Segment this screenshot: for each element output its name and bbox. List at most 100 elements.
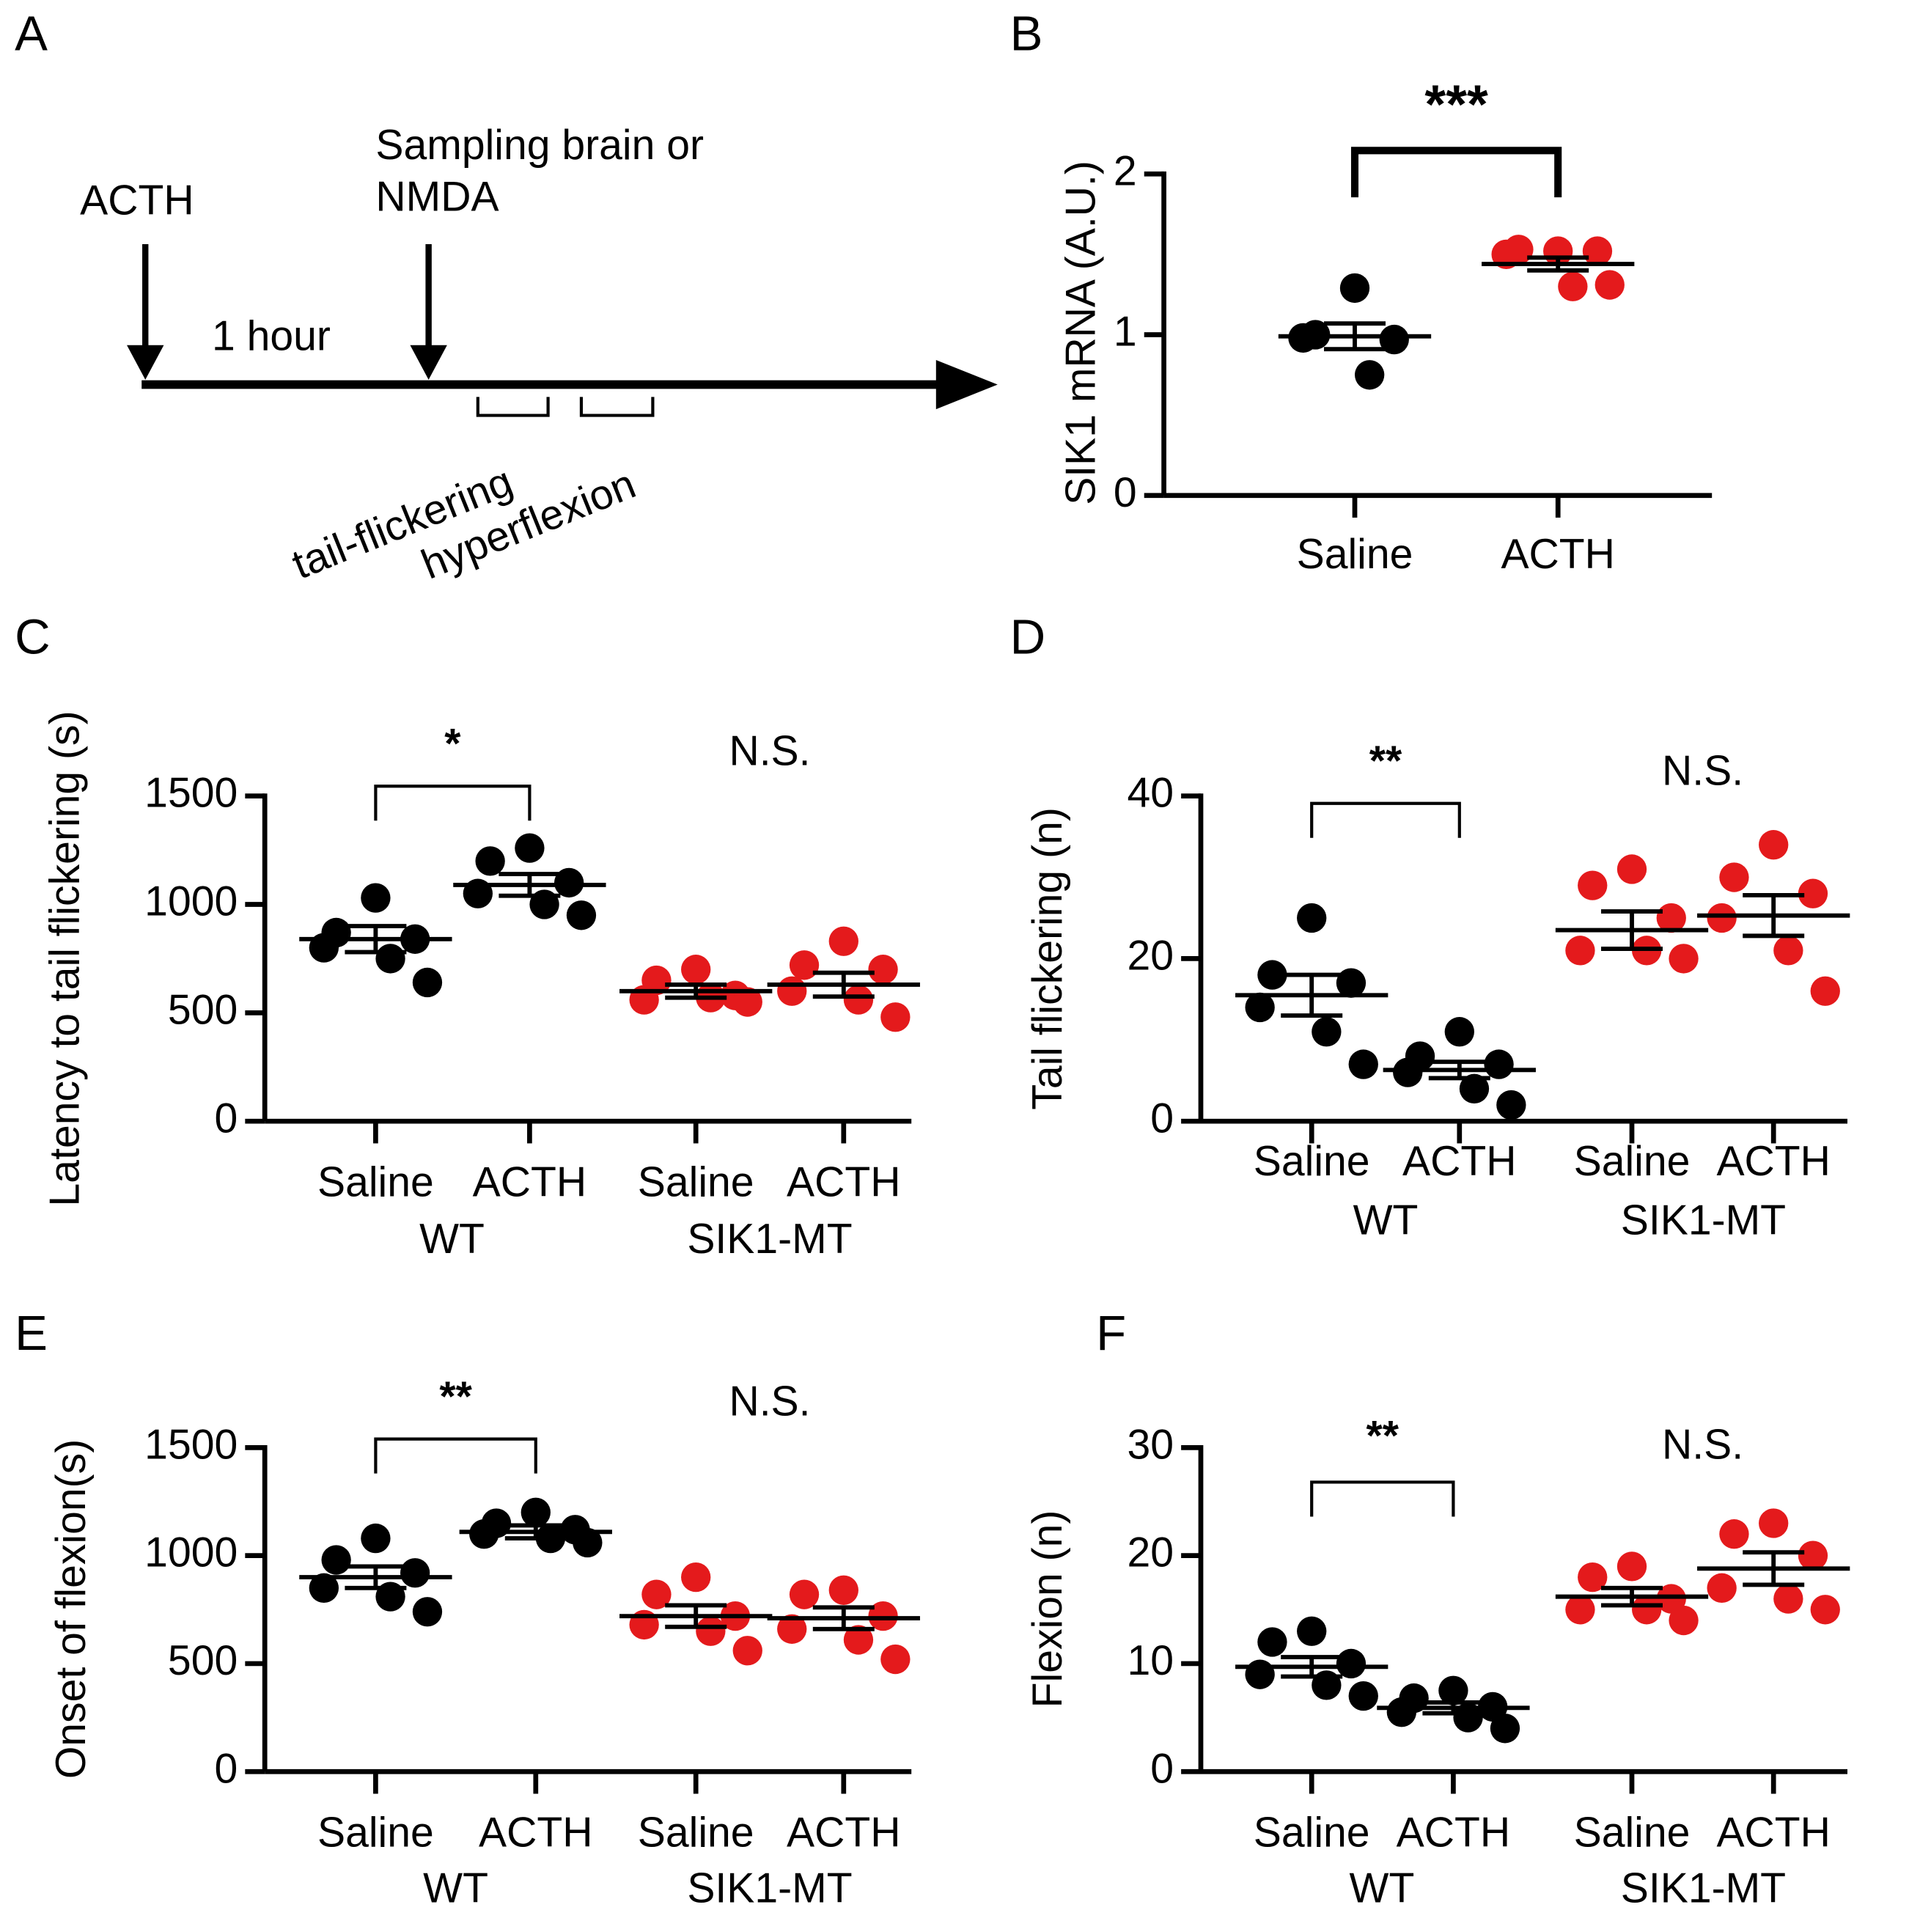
y-tick-label: 30 — [1128, 1421, 1174, 1468]
data-point — [681, 1562, 711, 1593]
error-bar — [812, 1605, 875, 1631]
y-tick-label: 0 — [214, 1745, 238, 1792]
group-label: SIK1-MT — [1621, 1865, 1786, 1911]
data-point — [515, 833, 545, 863]
x-tick-label: Saline — [1254, 1138, 1370, 1185]
data-point — [1336, 1648, 1367, 1679]
data-point — [1594, 270, 1625, 300]
data-point — [321, 1545, 351, 1575]
data-point — [641, 1579, 672, 1609]
data-point — [1565, 1595, 1595, 1625]
y-axis-label: Latency to tail flickering (s) — [41, 710, 88, 1206]
data-point — [1453, 1703, 1483, 1733]
data-point — [1297, 903, 1327, 933]
data-point — [521, 1497, 551, 1527]
significance-bracket — [374, 1437, 537, 1474]
data-point — [1759, 1508, 1789, 1538]
significance-bracket — [1310, 1480, 1455, 1517]
data-point — [1582, 236, 1613, 266]
diagram-label: NMDA — [375, 174, 499, 221]
data-point — [1719, 862, 1749, 892]
error-bar — [1281, 1655, 1343, 1679]
y-tick-label: 10 — [1128, 1637, 1174, 1684]
error-bar — [1601, 909, 1663, 952]
group-label: SIK1-MT — [687, 1216, 852, 1263]
y-tick-label: 2 — [1114, 147, 1137, 194]
error-bar — [1527, 255, 1589, 273]
significance-bracket — [1310, 801, 1461, 838]
data-point — [777, 976, 807, 1006]
data-point — [1719, 1519, 1749, 1549]
panel: C Latency to tail flickering (s) 0 500 1000 1… — [15, 610, 920, 1263]
significance-label: ** — [439, 1373, 472, 1420]
data-point — [1810, 976, 1840, 1006]
data-point — [1616, 1551, 1647, 1582]
x-tick-label: ACTH — [1716, 1810, 1830, 1856]
data-point — [469, 1519, 499, 1549]
x-tick-label: ACTH — [1501, 531, 1614, 578]
bracket — [579, 397, 655, 417]
data-point — [1656, 1584, 1686, 1614]
data-point — [1707, 1573, 1737, 1604]
error-bar — [812, 970, 875, 999]
significance-label: N.S. — [1662, 748, 1743, 795]
group-label: WT — [1350, 1865, 1415, 1911]
data-point — [843, 985, 874, 1015]
y-tick-label: 0 — [1150, 1095, 1174, 1142]
data-point — [1386, 1697, 1416, 1727]
data-point — [1379, 324, 1409, 355]
data-point — [828, 1575, 858, 1605]
data-point — [1393, 1057, 1423, 1087]
panel-a: A ACTH Sampling brain or NMDA 1 hour tai… — [15, 7, 998, 589]
data-point — [1578, 1562, 1608, 1593]
data-point — [1490, 1714, 1520, 1744]
x-tick-label: Saline — [1574, 1810, 1691, 1856]
y-tick-label: 1500 — [144, 770, 238, 817]
panel-letter: D — [1010, 610, 1046, 665]
data-point — [554, 867, 584, 898]
y-tick-label: 40 — [1128, 770, 1174, 817]
significance-label: * — [444, 721, 461, 768]
group-label: SIK1-MT — [687, 1865, 852, 1911]
diagram-label: 1 hour — [212, 312, 331, 359]
y-axis-label: Tail flickering (n) — [1024, 807, 1071, 1110]
arrowhead — [410, 345, 447, 380]
y-tick-label: 0 — [214, 1095, 238, 1142]
diagram-label: ACTH — [80, 177, 194, 224]
data-point — [1484, 1049, 1514, 1079]
y-tick-label: 0 — [1150, 1745, 1174, 1792]
data-point — [1759, 830, 1789, 860]
significance-bracket — [374, 785, 531, 821]
panel-letter: C — [15, 610, 51, 665]
data-point — [696, 1616, 726, 1646]
error-bar — [665, 1603, 727, 1629]
y-tick-label: 500 — [168, 1637, 238, 1684]
error-bar — [1601, 1585, 1663, 1608]
data-point — [400, 1558, 430, 1588]
data-point — [777, 1614, 807, 1644]
x-tick-label: Saline — [1574, 1138, 1691, 1185]
panel-letter: B — [1010, 7, 1043, 62]
y-tick-label: 0 — [1114, 469, 1137, 516]
panel: F Flexion (n) 0 10 20 30 Saline ACTH Saline ACTH W… — [1024, 1306, 1850, 1911]
y-tick-label: 20 — [1128, 1529, 1174, 1576]
data-point — [1459, 1073, 1490, 1103]
significance-label: *** — [1424, 74, 1488, 135]
data-point — [828, 926, 858, 956]
error-bar — [1743, 1550, 1805, 1587]
group-label: WT — [423, 1865, 488, 1911]
data-point — [789, 1579, 820, 1609]
panel-letter: F — [1096, 1306, 1126, 1361]
data-point — [1444, 1017, 1474, 1047]
data-point — [412, 967, 443, 998]
data-point — [1348, 1681, 1378, 1711]
data-point — [880, 1002, 911, 1032]
data-point — [1669, 1605, 1699, 1636]
data-point — [566, 900, 597, 930]
x-tick-label: ACTH — [1397, 1810, 1510, 1856]
data-point — [1348, 1049, 1378, 1079]
data-point — [361, 883, 391, 913]
group-label: SIK1-MT — [1621, 1197, 1786, 1244]
data-point — [789, 950, 820, 980]
data-point — [1632, 1595, 1662, 1625]
